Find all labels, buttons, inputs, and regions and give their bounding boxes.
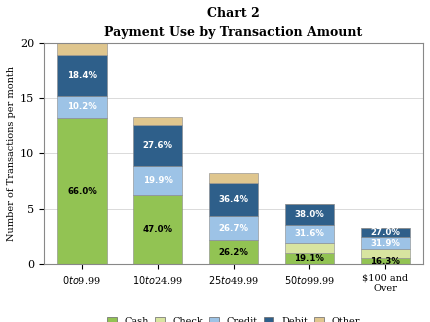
Text: 27.6%: 27.6% (143, 141, 173, 150)
Legend: Cash, Check, Credit, Debit, Other: Cash, Check, Credit, Debit, Other (104, 313, 364, 322)
Bar (133, 125, 182, 166)
Title: Chart 2
Payment Use by Transaction Amount: Chart 2 Payment Use by Transaction Amoun… (104, 7, 362, 39)
Text: 26.7%: 26.7% (218, 224, 249, 233)
Text: 19.1%: 19.1% (295, 254, 324, 263)
Bar (57, 118, 107, 264)
Bar (209, 173, 258, 183)
Text: 27.0%: 27.0% (370, 228, 400, 237)
Bar (209, 216, 258, 240)
Bar (57, 55, 107, 96)
Bar (360, 228, 410, 237)
Bar (57, 43, 107, 55)
Text: 47.0%: 47.0% (143, 225, 173, 234)
Text: 26.2%: 26.2% (218, 248, 249, 257)
Bar (360, 258, 410, 264)
Text: 38.0%: 38.0% (295, 210, 324, 219)
Bar (360, 249, 410, 258)
Text: 18.4%: 18.4% (67, 71, 97, 80)
Text: 36.4%: 36.4% (218, 195, 249, 204)
Text: 16.3%: 16.3% (370, 257, 400, 266)
Bar (285, 253, 334, 264)
Bar (285, 204, 334, 225)
Text: 31.6%: 31.6% (295, 229, 324, 238)
Bar (57, 96, 107, 118)
Bar (209, 183, 258, 216)
Text: 31.9%: 31.9% (370, 239, 400, 248)
Text: 66.0%: 66.0% (67, 186, 97, 195)
Bar (133, 195, 182, 264)
Bar (133, 166, 182, 195)
Bar (360, 237, 410, 249)
Y-axis label: Number of Transactions per month: Number of Transactions per month (7, 66, 16, 241)
Bar (285, 243, 334, 253)
Bar (209, 240, 258, 264)
Text: 19.9%: 19.9% (143, 176, 173, 185)
Bar (133, 117, 182, 125)
Text: 10.2%: 10.2% (67, 102, 97, 111)
Bar (285, 225, 334, 243)
